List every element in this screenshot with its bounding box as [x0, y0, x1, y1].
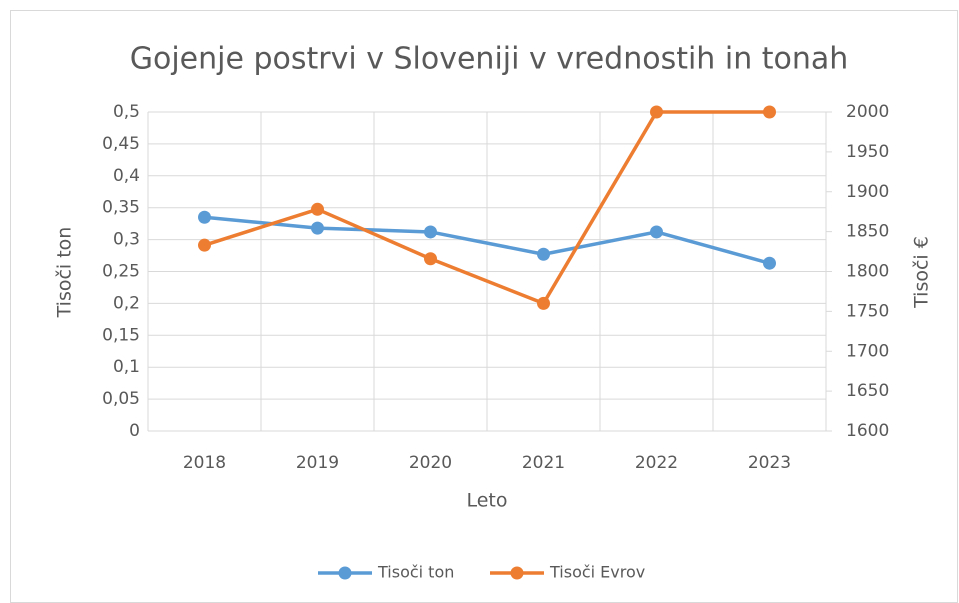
- y-tick-label: 0,15: [102, 325, 140, 345]
- chart-border: [10, 10, 958, 603]
- y-axis-title: Tisoči ton: [54, 227, 76, 319]
- x-tick-label: 2022: [635, 453, 678, 473]
- y-tick-label: 0,25: [102, 262, 140, 282]
- y2-tick-label: 1600: [846, 421, 889, 441]
- y2-tick-label: 1850: [846, 222, 889, 242]
- x-axis-title: Leto: [466, 490, 507, 512]
- y-tick-label: 0,4: [113, 166, 140, 186]
- x-tick-label: 2023: [748, 453, 791, 473]
- data-point: [763, 256, 776, 270]
- data-point: [198, 210, 211, 224]
- y-tick-label: 0: [129, 421, 140, 441]
- legend-marker: [338, 566, 352, 580]
- x-tick-label: 2020: [409, 453, 452, 473]
- data-point: [650, 225, 663, 239]
- data-point: [537, 296, 550, 310]
- x-tick-label: 2018: [183, 453, 226, 473]
- chart-title: Gojenje postrvi v Sloveniji v vrednostih…: [130, 42, 849, 77]
- legend-label: Tisoči ton: [377, 563, 454, 582]
- y-tick-label: 0,2: [113, 293, 140, 313]
- y-tick-label: 0,3: [113, 230, 140, 250]
- data-point: [311, 202, 324, 216]
- y2-tick-label: 1800: [846, 262, 889, 282]
- series-line: [204, 215, 770, 265]
- data-point: [198, 238, 211, 252]
- y-tick-label: 0,35: [102, 198, 140, 218]
- data-point: [311, 221, 324, 235]
- y2-tick-label: 1650: [846, 381, 889, 401]
- data-point: [763, 105, 776, 119]
- x-tick-label: 2021: [522, 453, 565, 473]
- data-point: [424, 252, 437, 266]
- y2-tick-label: 1950: [846, 142, 889, 162]
- legend-label: Tisoči Evrov: [549, 563, 645, 582]
- y2-axis-title: Tisoči €: [911, 236, 933, 309]
- y-tick-label: 0,5: [113, 102, 140, 122]
- y2-tick-label: 1700: [846, 341, 889, 361]
- data-point: [650, 105, 663, 119]
- series-line: [203, 110, 770, 306]
- x-tick-label: 2019: [296, 453, 339, 473]
- data-point: [424, 225, 437, 239]
- legend-marker: [510, 566, 524, 580]
- y2-tick-label: 2000: [846, 102, 889, 122]
- y2-tick-label: 1750: [846, 301, 889, 321]
- data-point: [537, 247, 550, 261]
- y-tick-label: 0,45: [102, 134, 140, 154]
- y2-tick-label: 1900: [846, 182, 889, 202]
- y-tick-label: 0,05: [102, 389, 140, 409]
- y-tick-label: 0,1: [113, 357, 140, 377]
